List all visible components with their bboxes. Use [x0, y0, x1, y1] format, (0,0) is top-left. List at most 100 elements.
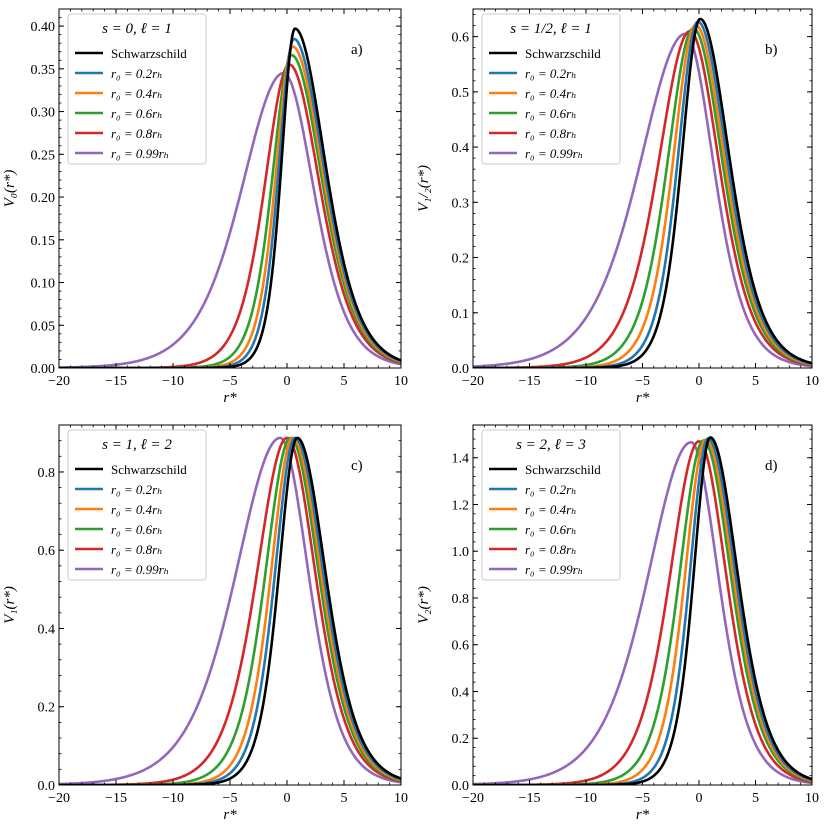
y-tick-label: 0.8 — [452, 592, 470, 607]
x-tick-label: 10 — [805, 374, 819, 389]
x-tick-label: 0 — [284, 374, 291, 389]
panel-b: −20 −15 −10 −5 0 5 10 0.0 0.1 0.2 0.3 0.4 0.5 0.6 r* V₁… — [416, 8, 819, 406]
series-line-5 — [59, 436, 401, 785]
series-line-1 — [59, 436, 401, 785]
series-line-0 — [59, 436, 401, 785]
legend-entry-0: Schwarzschild — [525, 462, 601, 477]
panel-d: −20 −15 −10 −5 0 5 10 0.0 0.2 0.4 0.6 0.8 1.0 1.2 1.4 r… — [416, 424, 819, 823]
y-tick-label: 0.6 — [452, 639, 470, 654]
y-tick-label: 0.1 — [452, 307, 470, 322]
legend-title: s = 2, ℓ = 3 — [516, 437, 586, 453]
x-tick-label: −20 — [462, 791, 484, 806]
y-axis-label: V₁/₂(r*) — [416, 165, 432, 212]
x-tick-label: 5 — [341, 374, 348, 389]
y-tick-label: 0.0 — [452, 362, 470, 377]
legend-box — [481, 429, 621, 581]
y-tick-label: 0.25 — [31, 148, 56, 163]
legend-entry-4: r₀ = 0.8rₕ — [111, 542, 163, 557]
x-tick-label: −20 — [462, 374, 484, 389]
y-axis-label: V₀(r*) — [2, 170, 18, 208]
x-axis-label: r* — [636, 390, 650, 406]
series-line-2 — [59, 45, 401, 368]
y-tick-label: 0.8 — [38, 466, 56, 481]
series-line-0 — [473, 17, 812, 368]
x-tick-label: −5 — [635, 791, 650, 806]
x-tick-label: 0 — [696, 374, 703, 389]
y-tick-label: 0.5 — [452, 86, 470, 101]
y-tick-label: 0.10 — [31, 277, 56, 292]
y-tick-label: 0.35 — [31, 63, 56, 78]
x-tick-label: −10 — [575, 374, 597, 389]
x-tick-label: −5 — [223, 791, 238, 806]
legend-entry-4: r₀ = 0.8rₕ — [525, 542, 577, 557]
y-tick-label: 0.2 — [452, 732, 470, 747]
y-tick-label: 0.30 — [31, 106, 56, 121]
panel-label: a) — [351, 42, 363, 58]
x-tick-label: −5 — [635, 374, 650, 389]
legend-entry-4: r₀ = 0.8rₕ — [111, 126, 163, 141]
y-tick-label: 0.0 — [452, 779, 470, 794]
x-tick-label: −10 — [162, 374, 184, 389]
x-axis-label: r* — [223, 390, 237, 406]
y-tick-label: 0.4 — [38, 622, 56, 637]
legend-entry-1: r₀ = 0.2rₕ — [525, 482, 577, 497]
x-tick-label: −5 — [223, 374, 238, 389]
legend-entry-3: r₀ = 0.6rₕ — [525, 106, 577, 121]
y-tick-label: 1.0 — [452, 545, 470, 560]
legend-entry-1: r₀ = 0.2rₕ — [111, 482, 163, 497]
y-tick-label: 1.4 — [452, 452, 470, 467]
y-tick-label: 0.4 — [452, 141, 470, 156]
x-tick-label: −15 — [519, 791, 541, 806]
x-tick-label: −10 — [162, 791, 184, 806]
series-line-5 — [473, 32, 812, 368]
x-tick-label: 10 — [394, 374, 408, 389]
y-tick-label: 0.2 — [38, 701, 56, 716]
legend-entry-1: r₀ = 0.2rₕ — [111, 66, 163, 81]
x-axis-label: r* — [636, 807, 650, 823]
legend-entry-1: r₀ = 0.2rₕ — [525, 66, 577, 81]
legend-entry-3: r₀ = 0.6rₕ — [111, 106, 163, 121]
y-tick-label: 0.0 — [38, 779, 56, 794]
y-tick-label: 0.15 — [31, 234, 56, 249]
x-tick-label: 10 — [394, 791, 408, 806]
x-tick-label: 10 — [805, 791, 819, 806]
y-tick-label: 0.4 — [452, 685, 470, 700]
legend-entry-2: r₀ = 0.4rₕ — [525, 502, 577, 517]
legend-entry-3: r₀ = 0.6rₕ — [111, 522, 163, 537]
legend-entry-2: r₀ = 0.4rₕ — [111, 502, 163, 517]
series-line-3 — [59, 53, 401, 368]
legend-entry-2: r₀ = 0.4rₕ — [111, 86, 163, 101]
legend-entry-5: r₀ = 0.99rₕ — [525, 562, 583, 577]
x-tick-label: −10 — [575, 791, 597, 806]
y-tick-label: 0.6 — [38, 544, 56, 559]
x-tick-label: 0 — [284, 791, 291, 806]
series-line-5 — [473, 441, 812, 785]
legend-entry-0: Schwarzschild — [525, 46, 601, 61]
legend-title: s = 0, ℓ = 1 — [102, 21, 172, 37]
legend-entry-0: Schwarzschild — [111, 462, 187, 477]
y-tick-label: 0.20 — [31, 191, 56, 206]
x-axis-label: r* — [223, 807, 237, 823]
x-tick-label: −20 — [48, 791, 70, 806]
y-tick-label: 0.00 — [31, 362, 56, 377]
panel-c: −20 −15 −10 −5 0 5 10 0.0 0.2 0.4 0.6 0.8 r* V₁(r*) c)… — [2, 424, 408, 823]
x-tick-label: 0 — [696, 791, 703, 806]
legend-box — [67, 13, 207, 165]
panel-label: b) — [765, 42, 778, 58]
legend-entry-5: r₀ = 0.99rₕ — [525, 146, 583, 161]
x-tick-label: 5 — [752, 374, 759, 389]
x-tick-label: 5 — [752, 791, 759, 806]
x-tick-label: −15 — [519, 374, 541, 389]
x-tick-label: −15 — [105, 791, 127, 806]
series-line-1 — [473, 437, 812, 785]
legend-entry-2: r₀ = 0.4rₕ — [525, 86, 577, 101]
y-tick-label: 0.2 — [452, 252, 470, 267]
legend-title: s = 1, ℓ = 2 — [102, 437, 172, 453]
panel-label: d) — [765, 458, 778, 474]
legend-box — [481, 13, 621, 165]
legend-entry-5: r₀ = 0.99rₕ — [111, 146, 169, 161]
y-tick-label: 0.6 — [452, 31, 470, 46]
x-tick-label: −15 — [105, 374, 127, 389]
x-tick-label: −20 — [48, 374, 70, 389]
